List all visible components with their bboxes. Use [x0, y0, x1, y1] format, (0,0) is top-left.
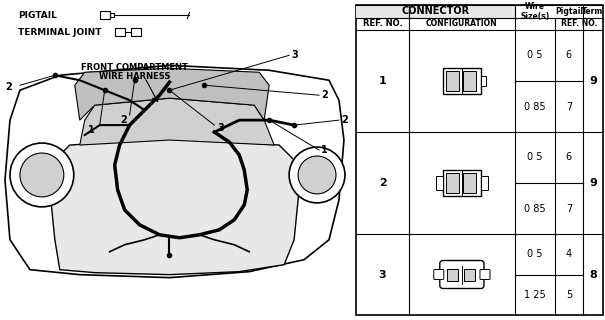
- Bar: [446, 173, 459, 193]
- Text: REF. NO.: REF. NO.: [362, 20, 402, 28]
- Text: 0 5: 0 5: [527, 51, 543, 60]
- Text: 0 85: 0 85: [524, 204, 546, 213]
- Text: 2: 2: [341, 115, 348, 125]
- Text: Pigtail: Pigtail: [555, 7, 583, 16]
- Bar: [443, 170, 481, 196]
- Text: 2: 2: [120, 115, 126, 125]
- Bar: [481, 76, 486, 86]
- Text: 0 5: 0 5: [527, 153, 543, 163]
- Bar: [436, 176, 443, 190]
- Bar: [447, 268, 458, 281]
- Polygon shape: [50, 138, 299, 275]
- Bar: [481, 176, 488, 190]
- Bar: [100, 12, 110, 20]
- Text: 0 5: 0 5: [527, 249, 543, 259]
- Text: 6: 6: [566, 153, 572, 163]
- Text: 5: 5: [566, 290, 572, 300]
- Text: 3: 3: [217, 123, 224, 133]
- Text: REF. NO.: REF. NO.: [561, 20, 597, 28]
- Text: TERMINAL JOINT: TERMINAL JOINT: [18, 28, 102, 37]
- Text: WIRE HARNESS: WIRE HARNESS: [99, 72, 170, 81]
- Text: 1: 1: [88, 125, 95, 135]
- Text: 7: 7: [566, 204, 572, 213]
- Text: 3: 3: [379, 269, 387, 279]
- Bar: [446, 71, 459, 91]
- Bar: [131, 28, 140, 36]
- FancyBboxPatch shape: [434, 269, 444, 279]
- Polygon shape: [80, 98, 274, 145]
- Text: 7: 7: [566, 101, 572, 111]
- Text: PIGTAIL: PIGTAIL: [18, 11, 57, 20]
- Bar: [356, 5, 515, 18]
- Text: Term: Term: [583, 7, 604, 16]
- Bar: [443, 68, 481, 94]
- Text: 6: 6: [566, 51, 572, 60]
- FancyBboxPatch shape: [480, 269, 490, 279]
- Text: 2: 2: [5, 82, 12, 92]
- Text: 8: 8: [589, 269, 597, 279]
- Bar: [115, 28, 125, 36]
- FancyBboxPatch shape: [440, 260, 484, 289]
- Text: 9: 9: [589, 178, 597, 188]
- Polygon shape: [75, 68, 269, 120]
- Bar: [110, 13, 114, 17]
- Circle shape: [298, 156, 336, 194]
- Bar: [463, 173, 477, 193]
- Circle shape: [10, 143, 74, 207]
- Polygon shape: [5, 65, 344, 278]
- Text: 3: 3: [291, 50, 298, 60]
- Text: CONFIGURATION: CONFIGURATION: [426, 20, 498, 28]
- Text: 1 25: 1 25: [524, 290, 546, 300]
- Text: 1: 1: [379, 76, 387, 86]
- Text: 2: 2: [379, 178, 387, 188]
- Text: 2: 2: [321, 90, 328, 100]
- Bar: [464, 268, 475, 281]
- Text: 1: 1: [321, 145, 328, 155]
- Text: Wire
Size(s): Wire Size(s): [520, 2, 549, 21]
- Bar: [463, 71, 477, 91]
- Text: 0 85: 0 85: [524, 101, 546, 111]
- Text: CONNECTOR: CONNECTOR: [401, 6, 469, 17]
- Text: FRONT COMPARTMENT: FRONT COMPARTMENT: [81, 63, 188, 72]
- Circle shape: [20, 153, 64, 197]
- Text: 4: 4: [566, 249, 572, 259]
- Text: 9: 9: [589, 76, 597, 86]
- Circle shape: [289, 147, 345, 203]
